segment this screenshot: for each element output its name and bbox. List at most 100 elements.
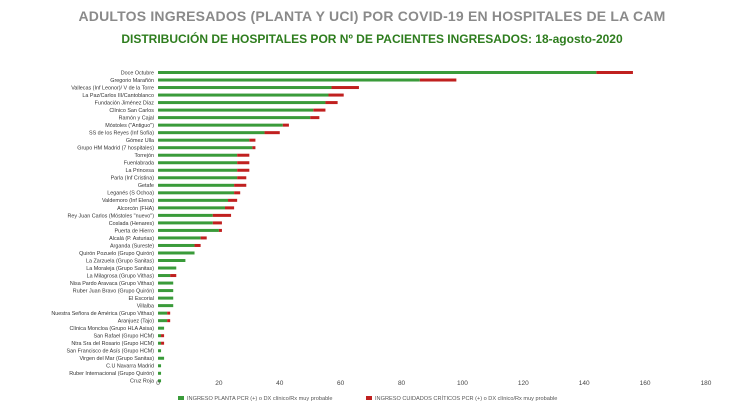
- category-label: Leganés (S Ochoa): [107, 191, 154, 197]
- bar-segment-planta: [158, 108, 314, 112]
- bar-segment-uci: [596, 71, 633, 74]
- category-label: Alcalá (P. Asturias): [109, 236, 154, 242]
- bar-segment-uci: [167, 319, 171, 323]
- bar-segment-uci: [282, 123, 289, 127]
- bar-segment-planta: [158, 168, 238, 172]
- category-label: Parla (Inf Cristina): [111, 176, 155, 182]
- legend-label: INGRESO PLANTA PCR (+) o DX clínico/Rx m…: [187, 396, 333, 402]
- category-label: Arganda (Sureste): [110, 243, 154, 249]
- category-label: Quirón Pozuelo (Grupo Quirón): [79, 251, 154, 257]
- bar-segment-uci: [237, 176, 247, 180]
- bar-segment-uci: [161, 334, 165, 338]
- bar-segment-planta: [158, 86, 332, 90]
- legend-label: INGRESO CUIDADOS CRÍTICOS PCR (+) o DX c…: [375, 395, 557, 402]
- bar-segment-uci: [161, 341, 165, 345]
- bar-segment-planta: [158, 251, 195, 255]
- x-tick-label: 20: [215, 380, 223, 387]
- bar-segment-planta: [158, 206, 225, 210]
- bar-segment-planta: [158, 326, 165, 330]
- bar-segment-planta: [158, 236, 201, 240]
- bar-segment-planta: [158, 243, 195, 247]
- bar-segment-planta: [158, 176, 238, 180]
- bar-segment-uci: [224, 206, 235, 210]
- bar-segment-planta: [158, 213, 213, 217]
- bar-segment-planta: [158, 334, 162, 338]
- bar-segment-uci: [234, 183, 247, 187]
- bar-segment-uci: [325, 101, 338, 105]
- category-label: La Moraleja (Grupo Sanitas): [86, 266, 154, 272]
- bar-segment-uci: [310, 116, 320, 120]
- x-tick-label: 180: [701, 380, 712, 387]
- category-label: Gómez Ulla: [126, 138, 154, 144]
- bar-segment-planta: [158, 296, 174, 300]
- category-label: Virgen del Mar (Grupo Sanitas): [79, 356, 154, 362]
- category-label: Ramón y Cajal: [119, 116, 154, 122]
- category-label: Nuestra Señora de América (Grupo Vithas): [51, 311, 154, 317]
- bar-segment-uci: [194, 243, 201, 247]
- bar-segment-uci: [170, 274, 177, 278]
- bar-segment-uci: [419, 78, 457, 82]
- category-label: Fundación Jiménez Díaz: [95, 100, 155, 106]
- bar-segment-uci: [328, 93, 344, 97]
- category-label: Aranjuez (Tajo): [118, 319, 154, 325]
- bar-segment-uci: [218, 228, 222, 232]
- bar-segment-uci: [167, 311, 171, 315]
- bar-segment-planta: [158, 116, 311, 120]
- bar-segment-planta: [158, 341, 162, 345]
- bar-segment-planta: [158, 274, 171, 278]
- bar-segment-uci: [237, 161, 250, 165]
- bar-segment-planta: [158, 319, 168, 323]
- x-tick-label: 80: [398, 380, 406, 387]
- category-label: Fuenlabrada: [124, 161, 154, 167]
- bar-segment-planta: [158, 349, 162, 353]
- bar-segment-uci: [228, 198, 238, 202]
- bar-segment-planta: [158, 221, 213, 225]
- bar-segment-planta: [158, 191, 235, 195]
- bar-segment-planta: [158, 138, 250, 142]
- bar-segment-uci: [249, 138, 256, 142]
- x-tick-label: 0: [156, 380, 160, 387]
- bar-segment-uci: [212, 221, 222, 225]
- bar-segment-uci: [212, 213, 232, 217]
- category-label: Rey Juan Carlos (Móstoles "nuevo"): [67, 213, 154, 219]
- bar-segment-planta: [158, 78, 420, 82]
- bar-segment-planta: [158, 183, 235, 187]
- category-label: Móstoles ("Antiguo"): [105, 123, 154, 129]
- bar-segment-uci: [313, 108, 326, 112]
- bar-segment-planta: [158, 364, 162, 368]
- category-label: Torrejón: [135, 153, 154, 159]
- x-tick-label: 60: [337, 380, 345, 387]
- category-label: Doce Octubre: [121, 70, 154, 76]
- category-label: Ntra Sra del Rosario (Grupo HCM): [71, 341, 154, 347]
- bar-segment-planta: [158, 311, 168, 315]
- category-label: Valdemoro (Inf Elena): [102, 198, 154, 204]
- category-label: Gregorio Marañón: [110, 78, 154, 84]
- category-label: Nisa Pardo Aravaca (Grupo Vithas): [70, 281, 154, 287]
- bar-segment-uci: [200, 236, 207, 240]
- bar-segment-uci: [252, 146, 256, 150]
- category-label: Coslada (Henares): [109, 221, 154, 227]
- bar-segment-planta: [158, 356, 165, 360]
- category-label: Vallecas (Inf Leonor)/ V de la Torre: [71, 85, 154, 91]
- bar-segment-planta: [158, 379, 162, 383]
- bar-segment-planta: [158, 228, 219, 232]
- category-label: Alcorcón (FHA): [117, 206, 154, 212]
- category-label: San Rafael (Grupo HCM): [93, 334, 154, 340]
- x-tick-label: 140: [579, 380, 590, 387]
- category-label: La Milagrosa (Grupo Vithas): [87, 273, 155, 279]
- bar-segment-planta: [158, 123, 283, 127]
- bar-segment-planta: [158, 146, 253, 150]
- bar-segment-planta: [158, 131, 265, 135]
- bar-segment-uci: [264, 131, 280, 135]
- bar-segment-planta: [158, 93, 329, 97]
- category-label: San Francisco de Asís (Grupo HCM): [67, 349, 155, 355]
- chart-subtitle: DISTRIBUCIÓN DE HOSPITALES POR Nº DE PAC…: [121, 32, 623, 46]
- bar-segment-uci: [234, 191, 241, 195]
- category-label: Clínica Moncloa (Grupo HLA Asisa): [70, 326, 155, 332]
- bar-segment-uci: [237, 153, 250, 157]
- bar-segment-planta: [158, 304, 174, 308]
- category-label: C.U Navarra Madrid: [106, 364, 154, 370]
- chart-title: ADULTOS INGRESADOS (PLANTA Y UCI) POR CO…: [78, 8, 666, 24]
- bar-segment-uci: [237, 168, 250, 172]
